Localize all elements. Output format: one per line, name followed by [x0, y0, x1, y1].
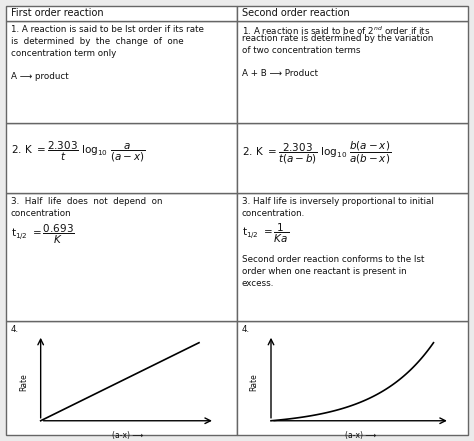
Text: Second order reaction conforms to the Ist
order when one reactant is present in
: Second order reaction conforms to the Is…: [242, 255, 424, 288]
Text: 2. K $=\dfrac{2.303}{t}$ log$_{10}$ $\dfrac{a}{(a-x)}$: 2. K $=\dfrac{2.303}{t}$ log$_{10}$ $\df…: [11, 140, 146, 164]
Text: reaction rate is determined by the variation
of two concentration terms

A + B ⟶: reaction rate is determined by the varia…: [242, 34, 433, 78]
Text: Rate: Rate: [19, 373, 28, 391]
Text: Second order reaction: Second order reaction: [242, 8, 350, 19]
Text: 1. A reaction is said to be of $2^{nd}$ order if its: 1. A reaction is said to be of $2^{nd}$ …: [242, 25, 431, 37]
Text: (a-x) ⟶: (a-x) ⟶: [112, 431, 143, 440]
Text: 1. A reaction is said to be Ist order if its rate
is  determined  by  the  chang: 1. A reaction is said to be Ist order if…: [11, 25, 204, 81]
Text: 3. Half life is inversely proportional to initial
concentration.: 3. Half life is inversely proportional t…: [242, 197, 434, 218]
Text: (a-x) ⟶: (a-x) ⟶: [345, 431, 376, 440]
Text: t$_{1/2}$ $=\dfrac{1}{Ka}$: t$_{1/2}$ $=\dfrac{1}{Ka}$: [242, 222, 289, 245]
Bar: [237, 6, 468, 21]
Text: 4.: 4.: [11, 325, 19, 334]
Text: 2. K $=\dfrac{2.303}{t(a-b)}$ log$_{10}$ $\dfrac{b(a-x)}{a(b-x)}$: 2. K $=\dfrac{2.303}{t(a-b)}$ log$_{10}$…: [242, 140, 391, 166]
Bar: [6, 321, 237, 435]
Bar: [6, 6, 237, 21]
Bar: [237, 193, 468, 321]
Text: First order reaction: First order reaction: [11, 8, 104, 19]
Bar: [6, 123, 237, 193]
Text: 4.: 4.: [242, 325, 250, 334]
Bar: [237, 21, 468, 123]
Text: 3.  Half  life  does  not  depend  on
concentration: 3. Half life does not depend on concentr…: [11, 197, 163, 218]
Bar: [6, 193, 237, 321]
Bar: [237, 123, 468, 193]
Bar: [6, 21, 237, 123]
Text: Rate: Rate: [249, 373, 258, 391]
Bar: [237, 321, 468, 435]
Text: t$_{1/2}$ $=\dfrac{0.693}{K}$: t$_{1/2}$ $=\dfrac{0.693}{K}$: [11, 223, 74, 246]
